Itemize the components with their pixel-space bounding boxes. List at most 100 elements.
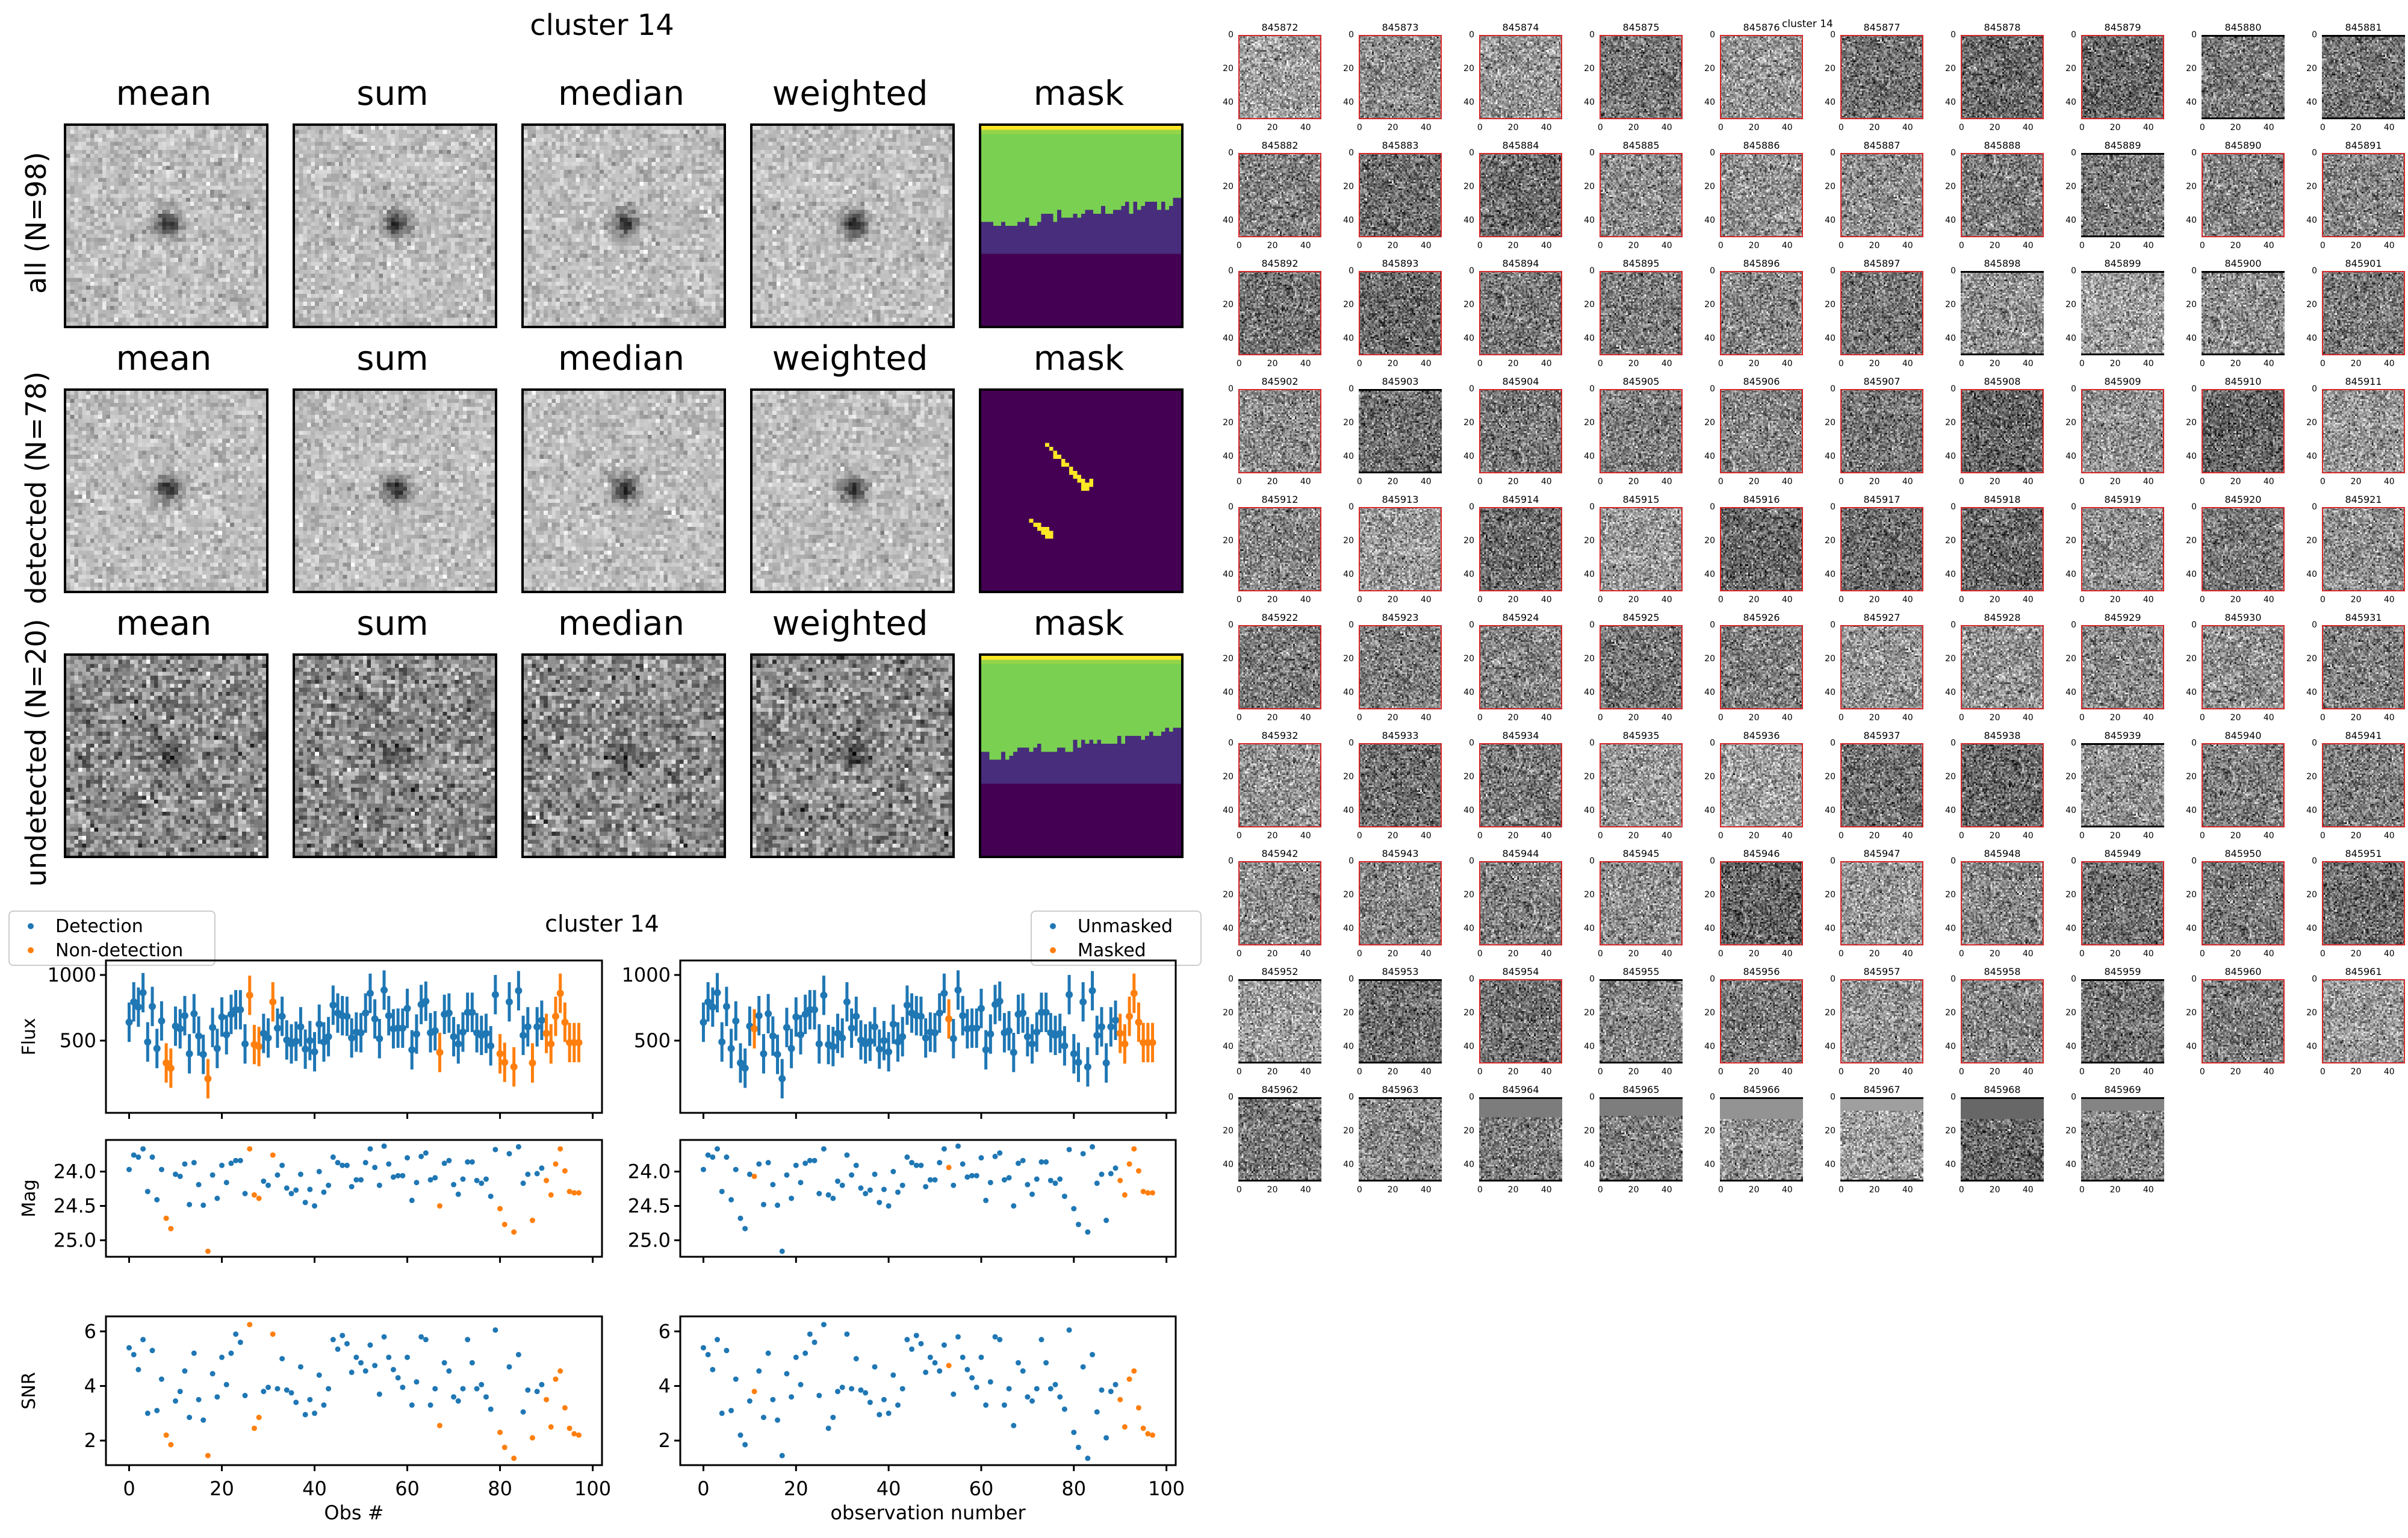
thumbnail-image[interactable] [1961, 1097, 2044, 1182]
thumbnail-image[interactable] [1720, 625, 1803, 709]
thumbnail-image[interactable] [1359, 743, 1442, 827]
thumbnail-image[interactable] [1479, 389, 1562, 473]
thumbnail-image[interactable] [2202, 507, 2285, 591]
thumbnail-image[interactable] [1961, 979, 2044, 1063]
thumbnail-image[interactable] [2081, 153, 2164, 237]
thumbnail-image[interactable] [2202, 861, 2285, 945]
thumbnail-image[interactable] [1479, 271, 1562, 355]
thumbnail-image[interactable] [1600, 743, 1683, 827]
thumbnail-image[interactable] [1961, 625, 2044, 709]
thumbnail-image[interactable] [2322, 979, 2405, 1063]
thumbnail-image[interactable] [1720, 271, 1803, 355]
thumbnail-image[interactable] [2202, 743, 2285, 827]
thumbnail-image[interactable] [1238, 979, 1321, 1063]
thumbnail-image[interactable] [1720, 743, 1803, 827]
thumbnail-image[interactable] [1600, 389, 1683, 473]
thumbnail-image[interactable] [2202, 271, 2285, 355]
thumbnail-image[interactable] [1720, 861, 1803, 945]
thumbnail-image[interactable] [2081, 625, 2164, 709]
thumbnail-image[interactable] [2081, 35, 2164, 119]
thumbnail-image[interactable] [1238, 861, 1321, 945]
thumbnail-image[interactable] [1961, 507, 2044, 591]
thumbnail-image[interactable] [1961, 153, 2044, 237]
thumbnail-image[interactable] [1479, 153, 1562, 237]
thumbnail-image[interactable] [2322, 153, 2405, 237]
thumbnail-image[interactable] [1840, 979, 1923, 1063]
thumbnail-image[interactable] [1600, 1097, 1683, 1182]
thumbnail-image[interactable] [1961, 743, 2044, 827]
thumbnail-image[interactable] [2202, 979, 2285, 1063]
thumbnail-image[interactable] [2081, 743, 2164, 827]
data-point [798, 1180, 804, 1186]
thumbnail-image[interactable] [1238, 389, 1321, 473]
thumbnail-image[interactable] [2081, 389, 2164, 473]
thumbnail-image[interactable] [1840, 507, 1923, 591]
thumbnail-image[interactable] [2322, 389, 2405, 473]
thumbnail-image[interactable] [1359, 153, 1442, 237]
thumbnail-image[interactable] [2322, 743, 2405, 827]
thumbnail-image[interactable] [1840, 271, 1923, 355]
thumbnail-image[interactable] [1600, 979, 1683, 1063]
thumbnail-image[interactable] [1359, 1097, 1442, 1182]
thumbnail-image[interactable] [2202, 153, 2285, 237]
thumbnail-image[interactable] [1720, 35, 1803, 119]
thumbnail-image[interactable] [1359, 507, 1442, 591]
thumbnail-image[interactable] [2322, 271, 2405, 355]
thumbnail-image[interactable] [1238, 507, 1321, 591]
thumbnail-image[interactable] [1359, 979, 1442, 1063]
data-point [431, 1027, 439, 1035]
thumbnail-image[interactable] [1600, 153, 1683, 237]
thumbnail-image[interactable] [1238, 271, 1321, 355]
thumbnail-image[interactable] [1840, 625, 1923, 709]
thumbnail-image[interactable] [2322, 861, 2405, 945]
thumbnail-image[interactable] [1479, 979, 1562, 1063]
thumbnail-image[interactable] [1961, 861, 2044, 945]
thumbnail-image[interactable] [1238, 1097, 1321, 1182]
thumbnail-image[interactable] [1600, 625, 1683, 709]
thumbnail-image[interactable] [1840, 743, 1923, 827]
thumbnail-image[interactable] [1238, 743, 1321, 827]
thumbnail-image[interactable] [1479, 35, 1562, 119]
thumbnail-image[interactable] [1840, 389, 1923, 473]
thumbnail-image[interactable] [1359, 389, 1442, 473]
thumbnail-image[interactable] [1720, 979, 1803, 1063]
thumbnail-image[interactable] [1479, 1097, 1562, 1182]
thumbnail-image[interactable] [1479, 861, 1562, 945]
thumbnail-image[interactable] [2202, 35, 2285, 119]
thumbnail-image[interactable] [1961, 35, 2044, 119]
thumbnail-image[interactable] [2322, 507, 2405, 591]
thumbnail-image[interactable] [1720, 507, 1803, 591]
thumbnail-image[interactable] [2202, 389, 2285, 473]
thumbnail-image[interactable] [1238, 153, 1321, 237]
thumbnail-image[interactable] [1238, 35, 1321, 119]
thumbnail-image[interactable] [1840, 1097, 1923, 1182]
thumbnail-image[interactable] [1600, 861, 1683, 945]
thumbnail-image[interactable] [1840, 35, 1923, 119]
thumbnail-image[interactable] [2081, 979, 2164, 1063]
thumbnail-image[interactable] [2081, 271, 2164, 355]
thumbnail-image[interactable] [1479, 625, 1562, 709]
thumbnail-image[interactable] [1961, 389, 2044, 473]
thumbnail-image[interactable] [2322, 625, 2405, 709]
thumbnail-image[interactable] [1840, 153, 1923, 237]
thumbnail-image[interactable] [1479, 743, 1562, 827]
thumbnail-image[interactable] [1359, 271, 1442, 355]
thumbnail-image[interactable] [2202, 625, 2285, 709]
thumbnail-image[interactable] [2081, 1097, 2164, 1182]
thumbnail-image[interactable] [2322, 35, 2405, 119]
thumbnail-image[interactable] [1720, 389, 1803, 473]
thumbnail-image[interactable] [1359, 35, 1442, 119]
thumbnail-image[interactable] [1479, 507, 1562, 591]
thumbnail-image[interactable] [1359, 625, 1442, 709]
thumbnail-image[interactable] [1600, 271, 1683, 355]
thumbnail-image[interactable] [1238, 625, 1321, 709]
thumbnail-image[interactable] [1720, 153, 1803, 237]
thumbnail-image[interactable] [1359, 861, 1442, 945]
thumbnail-image[interactable] [1720, 1097, 1803, 1182]
thumbnail-image[interactable] [2081, 507, 2164, 591]
thumbnail-image[interactable] [2081, 861, 2164, 945]
thumbnail-image[interactable] [1840, 861, 1923, 945]
thumbnail-image[interactable] [1600, 35, 1683, 119]
thumbnail-image[interactable] [1600, 507, 1683, 591]
thumbnail-image[interactable] [1961, 271, 2044, 355]
